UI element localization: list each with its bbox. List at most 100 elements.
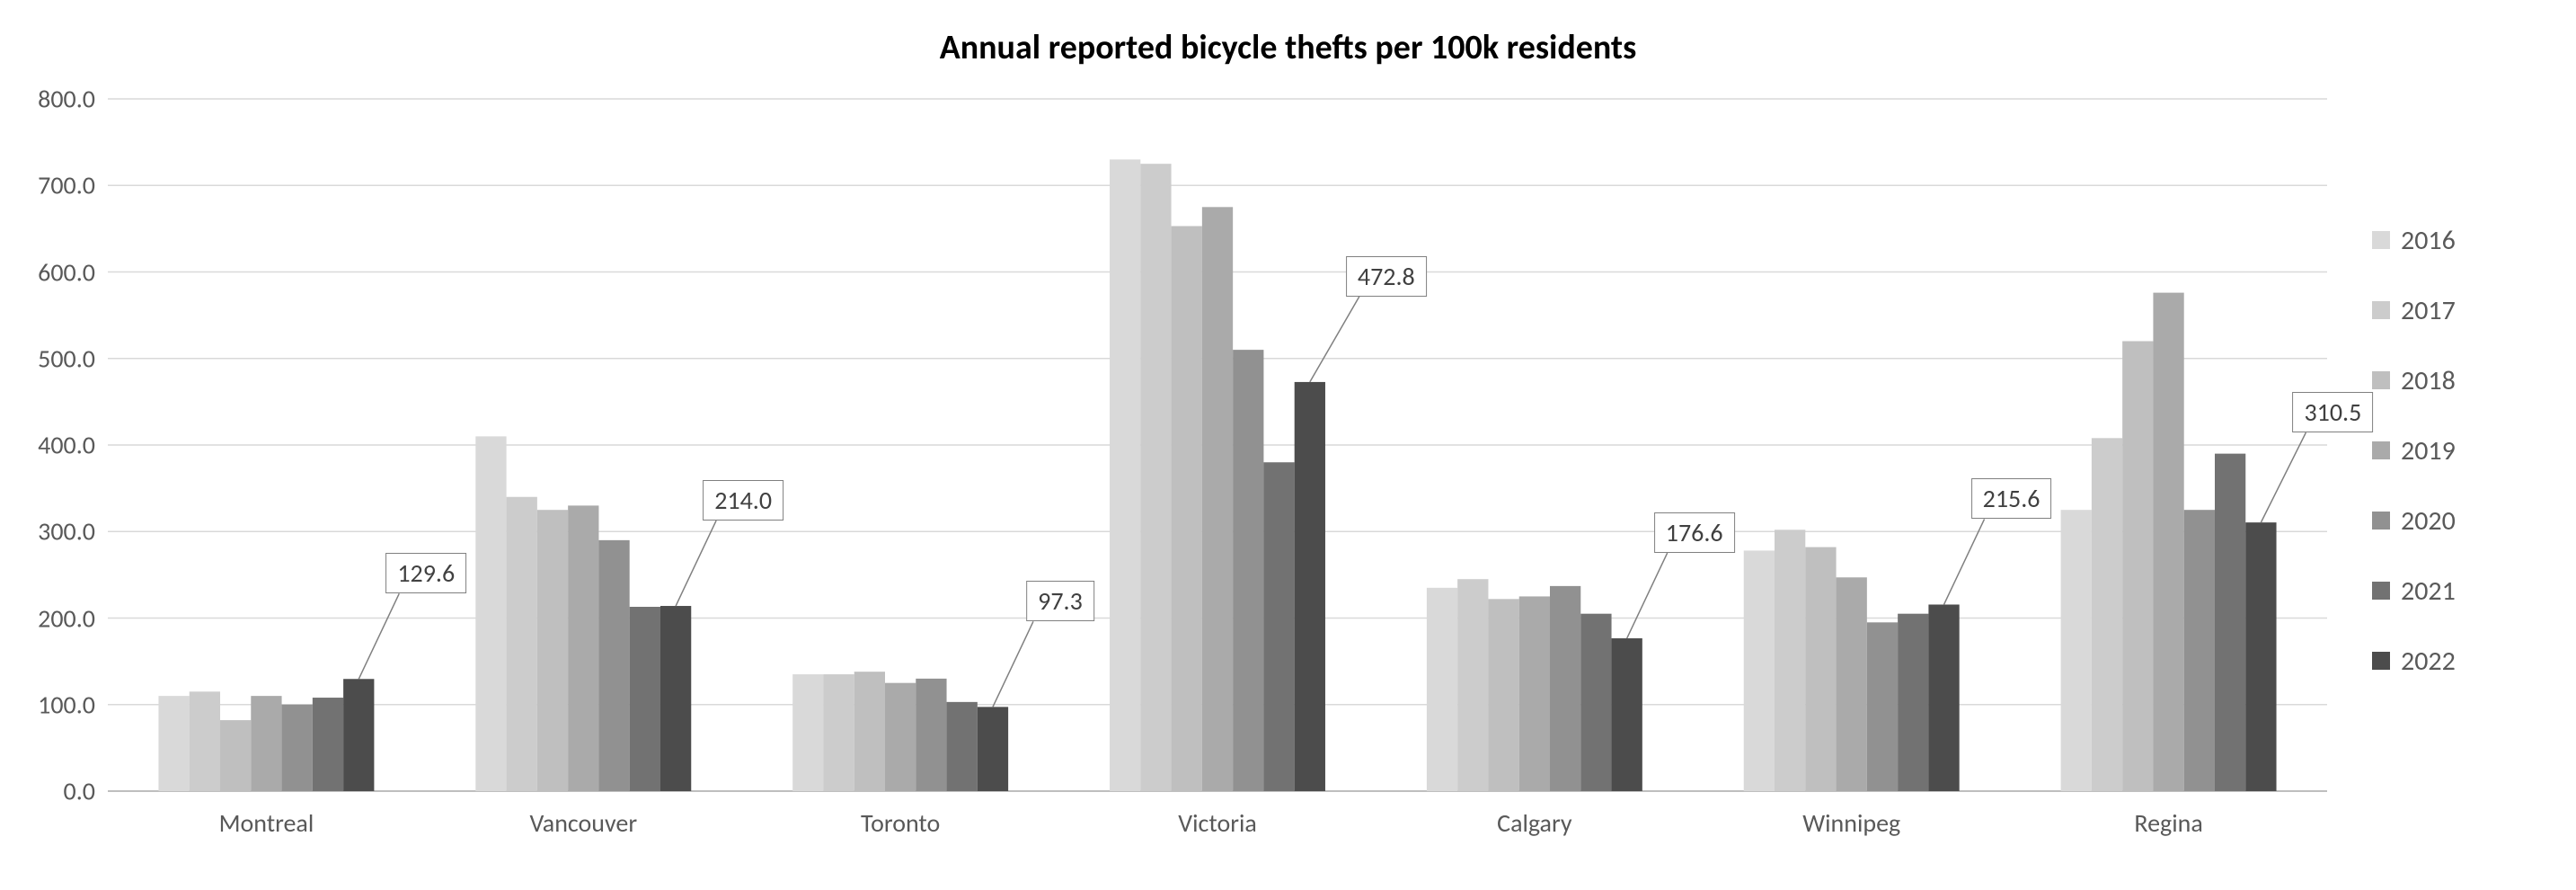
bar <box>792 674 823 791</box>
legend-item: 2022 <box>2372 626 2456 696</box>
y-tick-label: 700.0 <box>38 170 108 201</box>
y-tick-label: 200.0 <box>38 602 108 634</box>
category-label: Montreal <box>219 791 314 839</box>
bar <box>1140 164 1171 791</box>
legend-swatch <box>2372 652 2390 670</box>
bar <box>313 698 343 791</box>
category-label: Toronto <box>861 791 940 839</box>
legend-swatch <box>2372 231 2390 249</box>
y-tick-label: 600.0 <box>38 256 108 288</box>
category-label: Vancouver <box>529 791 637 839</box>
callout-leader <box>1310 297 1359 382</box>
bar <box>854 672 885 791</box>
bar <box>1775 530 1805 791</box>
bar <box>2092 438 2122 791</box>
bar <box>2215 454 2245 791</box>
bar <box>2061 510 2092 791</box>
legend-swatch <box>2372 371 2390 389</box>
bar <box>630 607 660 791</box>
bar <box>1867 622 1898 791</box>
bar <box>660 606 691 791</box>
y-tick-label: 100.0 <box>38 689 108 720</box>
bar <box>1202 207 1233 791</box>
legend-label: 2018 <box>2401 364 2456 397</box>
legend-swatch <box>2372 441 2390 459</box>
bar <box>885 683 916 791</box>
legend-item: 2017 <box>2372 275 2456 345</box>
y-tick-label: 400.0 <box>38 430 108 461</box>
bar <box>1744 550 1775 791</box>
bar <box>1580 614 1611 791</box>
y-tick-label: 300.0 <box>38 516 108 547</box>
bar <box>282 705 313 791</box>
chart-title: Annual reported bicycle thefts per 100k … <box>0 27 2576 68</box>
callout-label: 129.6 <box>385 553 466 593</box>
category-label: Calgary <box>1497 791 1571 839</box>
bar <box>1488 599 1518 791</box>
legend-item: 2018 <box>2372 345 2456 415</box>
legend-swatch <box>2372 582 2390 600</box>
callout-label: 472.8 <box>1346 256 1427 297</box>
callout-label: 214.0 <box>703 480 783 521</box>
callout-label: 215.6 <box>1971 478 2052 519</box>
callout-leader <box>1627 553 1668 638</box>
category-label: Regina <box>2134 791 2202 839</box>
bar <box>1898 614 1928 791</box>
bar <box>2184 510 2215 791</box>
legend-swatch <box>2372 512 2390 530</box>
legend-item: 2020 <box>2372 485 2456 556</box>
bar <box>598 540 629 791</box>
bar <box>1233 350 1263 791</box>
bar <box>251 696 281 791</box>
bar <box>823 674 854 791</box>
bar <box>1172 226 1202 791</box>
bar <box>475 436 506 791</box>
y-tick-label: 500.0 <box>38 343 108 374</box>
legend-label: 2020 <box>2401 504 2456 538</box>
bar <box>568 505 598 791</box>
y-tick-label: 0.0 <box>64 776 108 807</box>
bar <box>1427 588 1457 791</box>
callout-label: 97.3 <box>1026 581 1094 621</box>
bar <box>190 691 220 791</box>
bar <box>1263 462 1294 791</box>
callout-leader <box>993 621 1033 707</box>
chart-container: Annual reported bicycle thefts per 100k … <box>0 0 2576 890</box>
callout-label: 176.6 <box>1654 512 1735 553</box>
y-tick-label: 800.0 <box>38 84 108 115</box>
bar <box>1457 579 1488 791</box>
bar <box>916 679 946 791</box>
bar <box>537 510 568 791</box>
bar <box>2122 342 2153 792</box>
callout-leader <box>359 593 399 679</box>
legend-item: 2021 <box>2372 556 2456 626</box>
bar <box>1837 577 1867 791</box>
legend-label: 2019 <box>2401 434 2456 467</box>
callout-leader <box>2261 432 2306 522</box>
legend-label: 2022 <box>2401 645 2456 678</box>
bar <box>2153 293 2183 791</box>
callout-leader <box>676 521 716 606</box>
bar <box>220 720 251 791</box>
callout-label: 310.5 <box>2292 392 2373 432</box>
bar <box>1612 638 1642 791</box>
category-label: Victoria <box>1178 791 1257 839</box>
bar <box>2245 522 2276 791</box>
bar <box>1928 604 1959 791</box>
category-label: Winnipeg <box>1802 791 1900 839</box>
bar <box>1550 586 1580 791</box>
legend-label: 2021 <box>2401 574 2456 608</box>
legend-item: 2019 <box>2372 415 2456 485</box>
bar <box>947 702 978 791</box>
legend-label: 2017 <box>2401 294 2456 327</box>
bar <box>1519 596 1550 791</box>
legend-label: 2016 <box>2401 224 2456 257</box>
legend: 2016 2017 2018 2019 2020 2021 2022 <box>2372 205 2456 696</box>
plot-area: 0.0100.0200.0300.0400.0500.0600.0700.080… <box>108 99 2327 791</box>
legend-item: 2016 <box>2372 205 2456 275</box>
bar <box>343 679 374 791</box>
bar <box>158 696 189 791</box>
bar <box>1805 547 1836 791</box>
bar <box>507 497 537 791</box>
bar <box>1295 382 1325 791</box>
